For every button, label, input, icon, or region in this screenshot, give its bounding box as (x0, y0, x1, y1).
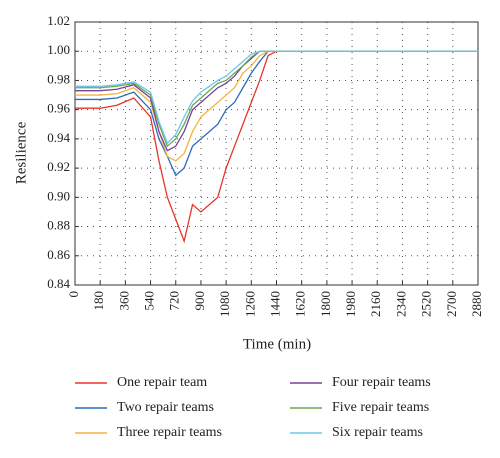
plot-frame (74, 21, 479, 286)
legend-label: Four repair teams (332, 375, 431, 390)
series-line (75, 50, 478, 148)
x-tick-label: 2520 (419, 291, 434, 317)
series-line (75, 50, 478, 145)
x-tick-label: 2160 (368, 291, 383, 317)
y-tick-label: 0.88 (47, 218, 70, 233)
y-tick-label: 0.92 (47, 159, 70, 174)
x-tick-label: 720 (167, 291, 182, 311)
y-axis-label: Resilience (13, 121, 29, 184)
x-tick-label: 1440 (267, 291, 282, 317)
y-tick-label: 0.86 (47, 247, 70, 262)
legend-label: Six repair teams (332, 425, 423, 440)
legend-label: One repair team (117, 375, 207, 390)
x-tick-label: 1800 (318, 291, 333, 317)
x-tick-label: 180 (91, 291, 106, 311)
series-line (75, 50, 478, 177)
x-tick-label: 2700 (444, 291, 459, 317)
x-tick-label: 360 (116, 291, 131, 311)
x-tick-label: 540 (142, 291, 157, 311)
x-tick-label: 0 (66, 291, 81, 298)
legend-label: Five repair teams (332, 400, 429, 415)
y-tick-label: 0.90 (47, 188, 70, 203)
series-line (75, 50, 478, 162)
y-tick-label: 0.94 (47, 130, 70, 145)
x-axis-label: Time (min) (243, 336, 311, 352)
series-line (75, 50, 478, 244)
legend-label: Three repair teams (117, 425, 222, 440)
x-tick-label: 1080 (217, 291, 232, 317)
x-tick-label: 1980 (343, 291, 358, 317)
y-tick-label: 0.96 (47, 101, 70, 116)
x-tick-label: 1620 (293, 291, 308, 317)
y-tick-label: 1.00 (47, 42, 70, 57)
x-tick-label: 2340 (393, 291, 408, 317)
x-tick-label: 900 (192, 291, 207, 311)
x-tick-label: 1260 (242, 291, 257, 317)
y-tick-label: 0.98 (47, 71, 70, 86)
x-tick-label: 2880 (469, 291, 484, 317)
y-tick-label: 1.02 (47, 13, 70, 28)
y-tick-label: 0.84 (47, 276, 70, 291)
legend-label: Two repair teams (117, 400, 214, 415)
